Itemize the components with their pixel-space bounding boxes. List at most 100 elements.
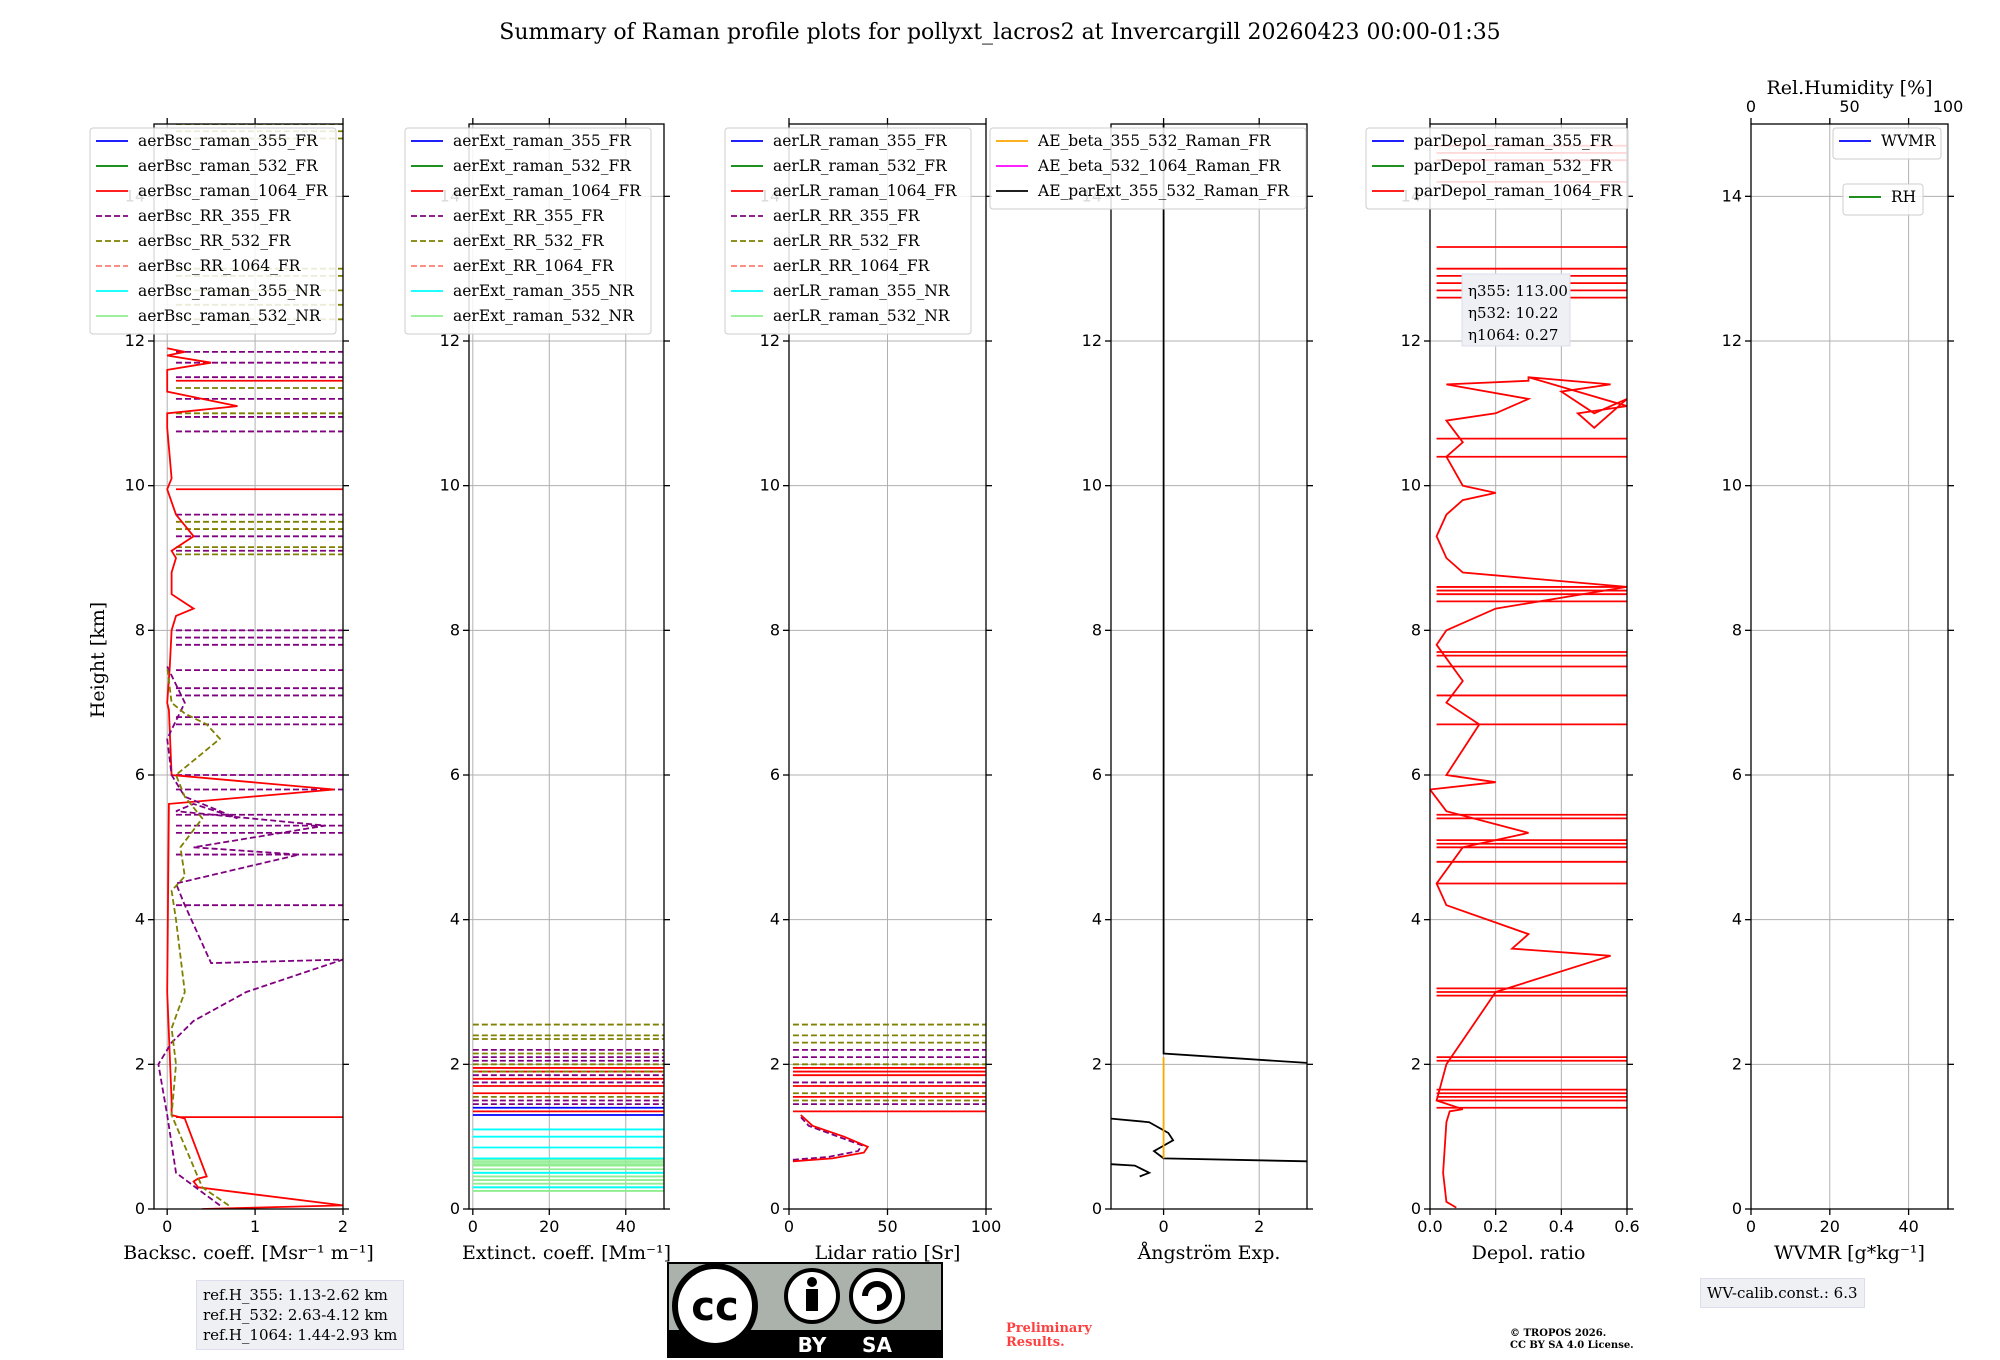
legend-entry: aerBsc_RR_355_FR (138, 207, 292, 225)
preliminary-line-1: Preliminary (1006, 1321, 1092, 1336)
axes-frame (1110, 123, 1308, 1210)
share-alike-icon (849, 1268, 905, 1324)
x-tick-label: 2 (1254, 1217, 1264, 1236)
legend-box (1842, 183, 1924, 216)
y-tick-label: 4 (1411, 910, 1421, 929)
series-aerBsc_RR_355_FR (157, 666, 343, 1207)
y-tick-label: 8 (135, 620, 145, 639)
legend-entry: aerExt_RR_355_FR (453, 207, 605, 225)
y-tick-label: 4 (770, 910, 780, 929)
x-tick-label: 0.2 (1483, 1217, 1508, 1236)
ref-h-355: ref.H_355: 1.13-2.62 km (203, 1286, 388, 1304)
y-tick-label: 8 (770, 620, 780, 639)
legend-entry: aerExt_raman_1064_FR (453, 182, 642, 200)
y-tick-label: 4 (135, 910, 145, 929)
y-tick-label: 6 (1092, 765, 1102, 784)
axes-frame (153, 123, 344, 1210)
y-tick-label: 2 (135, 1054, 145, 1073)
y-tick-label: 12 (760, 331, 780, 350)
series-AE_parExt_355_532_Raman_FR (1111, 124, 1307, 1178)
y-tick-label: 4 (450, 910, 460, 929)
legend-entry: aerBsc_RR_532_FR (138, 232, 292, 250)
legend-box (1365, 127, 1629, 210)
cc-sa-label: SA (862, 1333, 892, 1357)
svg-text:cc: cc (691, 1284, 738, 1330)
series-group-ae (1111, 124, 1307, 1178)
y-tick-label: 10 (760, 476, 780, 495)
legend-entry: aerBsc_raman_1064_FR (138, 182, 329, 200)
y-tick-label: 6 (1732, 765, 1742, 784)
x-axis-label: Backsc. coeff. [Msr⁻¹ m⁻¹] (123, 1242, 374, 1264)
axes-frame (1429, 123, 1628, 1210)
eta-annotation-box (1461, 273, 1571, 347)
legend-entry: aerLR_raman_532_NR (773, 307, 951, 325)
y-tick-label: 6 (450, 765, 460, 784)
eta-annotation-line: η355: 113.00 (1468, 282, 1568, 300)
y-tick-label: 2 (1411, 1054, 1421, 1073)
legend-entry: parDepol_raman_1064_FR (1414, 182, 1623, 200)
y-tick-label: 14 (1722, 186, 1742, 205)
legend-box (724, 127, 972, 335)
legend-entry: aerBsc_raman_355_NR (138, 282, 322, 300)
legend-entry: aerLR_raman_1064_FR (773, 182, 958, 200)
y-tick-label: 10 (1401, 476, 1421, 495)
y-tick-label: 2 (1732, 1054, 1742, 1073)
x-tick-label: 20 (539, 1217, 559, 1236)
legend-entry: aerExt_RR_1064_FR (453, 257, 615, 275)
x-axis-label: Ångström Exp. (1137, 1242, 1281, 1264)
ref-h-1064: ref.H_1064: 1.44-2.93 km (203, 1326, 398, 1344)
series-aerBsc_RR_532_FR (166, 666, 230, 1207)
preliminary-note: Preliminary Results. (1006, 1322, 1092, 1350)
x-tick-label: 2 (338, 1217, 348, 1236)
y-tick-label: 0 (770, 1199, 780, 1218)
y-tick-label: 12 (1722, 331, 1742, 350)
y-tick-label: 4 (1732, 910, 1742, 929)
x-tick-label: 0 (468, 1217, 478, 1236)
y-tick-label: 4 (1092, 910, 1102, 929)
legend-entry: AE_beta_532_1064_Raman_FR (1037, 157, 1282, 175)
copyright-line-2: CC BY SA 4.0 License. (1510, 1340, 1634, 1351)
y-tick-label: 0 (1411, 1199, 1421, 1218)
x-tick-label: 100 (971, 1217, 1002, 1236)
x-tick-label: 0 (784, 1217, 794, 1236)
y-tick-label: 6 (1411, 765, 1421, 784)
legend-entry: aerBsc_raman_532_FR (138, 157, 319, 175)
panel-bsc: 01202468101214Backsc. coeff. [Msr⁻¹ m⁻¹]… (89, 118, 374, 1264)
y-tick-label: 10 (125, 476, 145, 495)
y-tick-label: 0 (135, 1199, 145, 1218)
y-tick-label: 12 (1082, 331, 1102, 350)
panel-lr: 05010002468101214Lidar ratio [Sr]aerLR_r… (724, 118, 1002, 1264)
y-tick-label: 12 (125, 331, 145, 350)
cc-by-label: BY (798, 1333, 827, 1357)
legend-entry: aerLR_raman_532_FR (773, 157, 948, 175)
top-x-tick-label: 50 (1839, 97, 1859, 116)
legend-entry: aerBsc_raman_355_FR (138, 132, 319, 150)
legend-entry: aerLR_raman_355_NR (773, 282, 951, 300)
series-group-lr (792, 1023, 986, 1163)
y-tick-label: 0 (1092, 1199, 1102, 1218)
legend-entry: aerExt_RR_532_FR (453, 232, 605, 250)
axes-frame (468, 123, 665, 1210)
y-tick-label: 10 (1722, 476, 1742, 495)
panel-depol: 0.00.20.40.602468101214Depol. ratioη355:… (1365, 118, 1640, 1264)
copyright-line-1: © TROPOS 2026. (1510, 1328, 1607, 1339)
y-tick-label: 8 (1732, 620, 1742, 639)
legend-entry: aerLR_RR_532_FR (773, 232, 921, 250)
legend-entry: aerExt_raman_532_FR (453, 157, 632, 175)
series-aerBsc_raman_1064_FR (166, 347, 343, 1209)
legend-entry: aerLR_raman_355_FR (773, 132, 948, 150)
x-tick-label: 0.6 (1614, 1217, 1639, 1236)
y-axis-label: Height [km] (87, 602, 109, 718)
x-tick-label: 0.4 (1549, 1217, 1574, 1236)
x-tick-label: 40 (1898, 1217, 1918, 1236)
x-tick-label: 50 (877, 1217, 897, 1236)
legend-box (89, 127, 337, 335)
x-tick-label: 0 (1158, 1217, 1168, 1236)
x-axis-label: Extinct. coeff. [Mm⁻¹] (462, 1242, 671, 1264)
legend-entry: aerBsc_RR_1064_FR (138, 257, 302, 275)
legend-entry: aerLR_RR_1064_FR (773, 257, 931, 275)
x-tick-label: 0 (162, 1217, 172, 1236)
y-tick-label: 6 (135, 765, 145, 784)
x-tick-label: 20 (1820, 1217, 1840, 1236)
